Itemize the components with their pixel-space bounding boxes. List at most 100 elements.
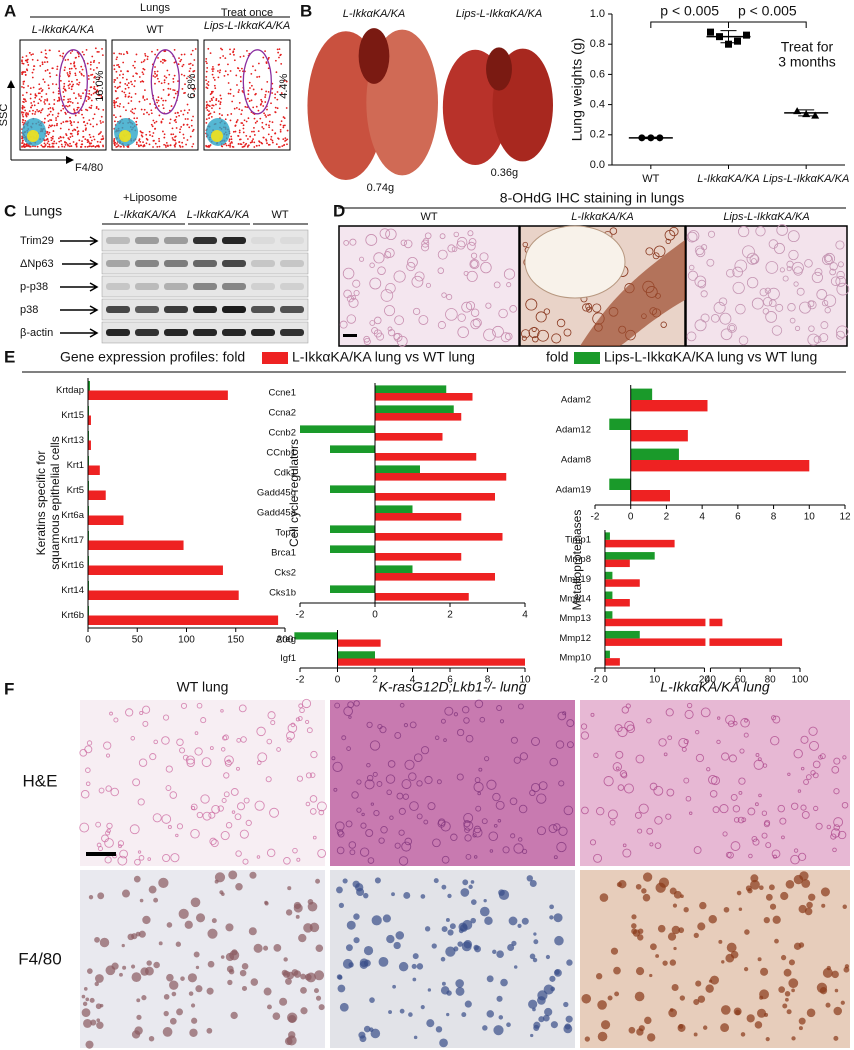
tissue: [424, 232, 432, 240]
cell: [248, 927, 257, 936]
flow-dot: [82, 92, 84, 95]
cell: [364, 779, 375, 790]
tissue: [396, 335, 408, 347]
cell: [597, 1031, 608, 1042]
flow-dot: [52, 130, 55, 132]
cell: [671, 983, 679, 992]
flow-dot: [69, 136, 72, 138]
cell: [833, 757, 841, 765]
cell: [388, 1010, 393, 1015]
cell: [801, 810, 810, 819]
flow-dot: [215, 99, 218, 102]
flow-dot: [254, 121, 257, 124]
cell: [300, 1007, 308, 1015]
flow-dot: [31, 112, 34, 115]
flow-dot: [116, 77, 119, 79]
cell: [394, 842, 401, 849]
x-tick-label: 4: [410, 675, 416, 686]
tissue: [385, 228, 397, 240]
cell: [590, 712, 595, 717]
flow-dot: [247, 117, 250, 120]
cell: [125, 708, 134, 717]
cell: [349, 849, 356, 856]
bar: [330, 585, 375, 593]
flow-dot: [247, 138, 249, 140]
flow-dot: [98, 61, 101, 64]
blot-band: [164, 306, 188, 313]
tissue: [563, 328, 572, 337]
flow-dot: [276, 98, 279, 101]
cell: [801, 879, 811, 888]
bar: [630, 460, 810, 472]
tissue: [521, 335, 527, 341]
flow-dot: [235, 106, 238, 109]
cell: [553, 823, 561, 831]
cell: [725, 851, 732, 858]
flow-dot: [79, 146, 82, 148]
cell: [616, 882, 622, 888]
cell: [705, 984, 714, 993]
flow-dot: [224, 70, 227, 73]
flow-dot: [62, 87, 65, 90]
cell: [550, 1021, 558, 1029]
tissue: [763, 297, 773, 307]
flow-dot: [135, 143, 138, 145]
cell: [105, 785, 112, 792]
cell: [94, 981, 99, 987]
cell: [730, 793, 738, 801]
tissue: [439, 233, 446, 240]
cell: [119, 972, 123, 977]
flow-dot: [192, 143, 195, 145]
cell: [718, 939, 723, 944]
cell: [351, 791, 359, 799]
flow-dot: [155, 75, 158, 77]
flow-dot: [245, 135, 248, 137]
flow-dot: [47, 126, 50, 129]
flow-dot: [256, 120, 258, 123]
flow-dot: [148, 113, 150, 116]
flow-dot: [190, 119, 193, 122]
flow-dot: [264, 94, 267, 96]
cell: [409, 721, 417, 729]
flow-dot: [286, 143, 288, 146]
flow-dot: [260, 102, 263, 105]
histology-image: [80, 870, 325, 1048]
y-tick-label: 0.0: [590, 159, 605, 171]
row-label: H&E: [23, 771, 58, 790]
blot-band: [135, 260, 159, 267]
cell: [593, 853, 603, 863]
cell: [719, 804, 729, 814]
x-tick-label: 4: [522, 610, 528, 621]
label: L-IkkαKA/KA: [187, 209, 250, 221]
cell: [786, 1009, 792, 1015]
cell: [695, 753, 705, 763]
flow-dot: [56, 124, 58, 127]
legend-text: Gene expression profiles: fold: [60, 349, 245, 365]
cell: [358, 1031, 366, 1039]
flow-dot: [183, 92, 185, 95]
flow-dot: [247, 93, 250, 96]
cell: [806, 901, 813, 909]
tissue: [412, 307, 421, 316]
tissue: [751, 297, 764, 310]
cell: [336, 886, 343, 894]
blot-band: [222, 237, 246, 244]
cell: [521, 917, 529, 925]
flow-dot: [249, 135, 252, 138]
flow-dot: [193, 59, 196, 61]
cell: [636, 1028, 644, 1036]
flow-dot: [176, 111, 179, 114]
flow-dot: [154, 53, 156, 56]
flow-dot: [71, 129, 74, 132]
flow-dot: [55, 117, 57, 119]
cell: [338, 902, 345, 908]
tissue: [500, 332, 511, 343]
flow-dot: [156, 70, 159, 73]
cell: [688, 811, 693, 816]
flow-dot: [144, 52, 146, 55]
flow-dot: [251, 139, 254, 142]
flow-dot: [178, 141, 181, 143]
flow-dot: [173, 61, 176, 64]
cell: [549, 904, 554, 910]
blot-band: [193, 237, 217, 244]
